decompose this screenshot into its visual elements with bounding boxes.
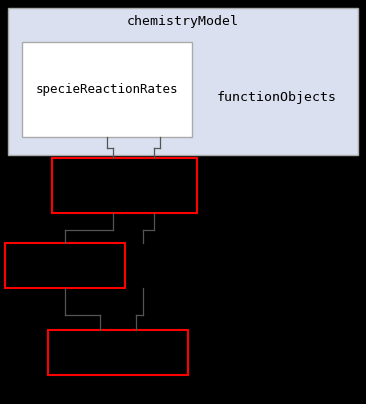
Bar (5, 243, 125, 288)
Text: specieReactionRates: specieReactionRates (36, 83, 178, 96)
Text: chemistryModel: chemistryModel (127, 15, 239, 29)
Bar (8, 8, 358, 155)
Bar (22, 42, 192, 137)
Bar (48, 330, 188, 375)
Text: functionObjects: functionObjects (217, 90, 337, 103)
Bar (52, 158, 197, 213)
